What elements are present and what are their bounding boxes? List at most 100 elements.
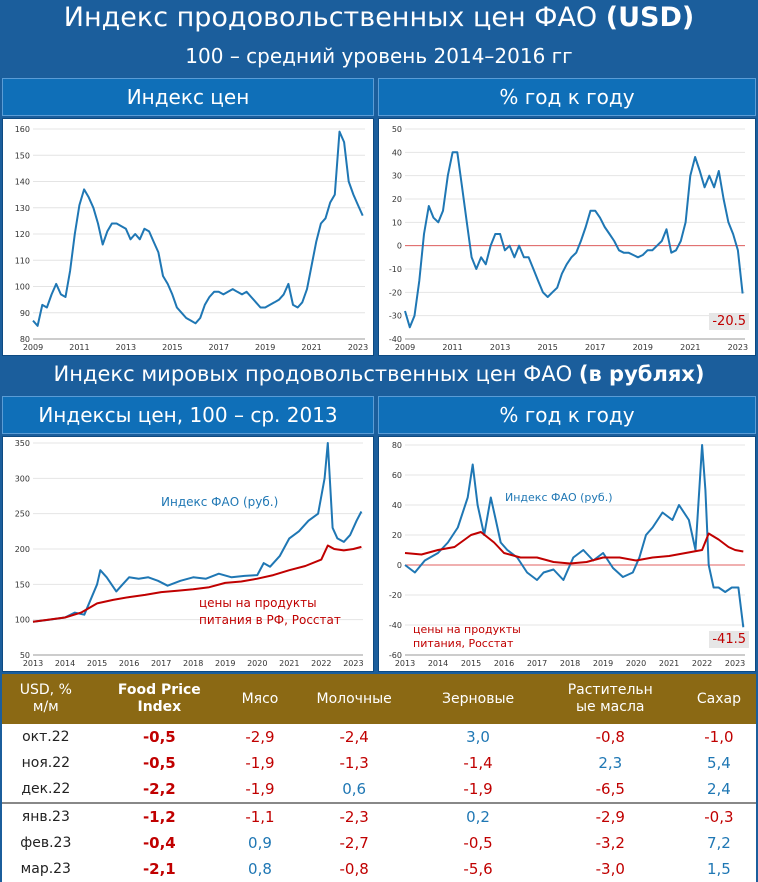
- food-price-index-cell: -0,4: [142, 834, 176, 852]
- month-cell: фев.23: [20, 835, 72, 851]
- food-price-index-cell: -2,1: [142, 860, 176, 878]
- y-tick-label: 200: [15, 545, 30, 554]
- section2-title-bold: (в рублях): [578, 362, 705, 386]
- x-tick-label: 2011: [442, 343, 462, 352]
- y-tick-label: 20: [392, 195, 402, 204]
- y-tick-label: 20: [392, 531, 402, 540]
- main-title-bold: (USD): [605, 2, 695, 33]
- value-cell: 5,4: [706, 754, 731, 772]
- y-tick-label: -40: [389, 335, 402, 344]
- table-header-cell: Зерновые: [417, 674, 539, 724]
- chart-price-index: 80 90 100 110 120 130 140 150 160 2009 2011 2013 201…: [15, 125, 368, 352]
- y-tick-label: 300: [15, 474, 30, 483]
- table-row: окт.22 -0,5 -2,9 -2,4 3,0 -0,8 -1,0: [2, 724, 756, 750]
- value-cell: -3,2: [595, 834, 625, 852]
- table-header-line: USD, %: [19, 682, 72, 698]
- value-cell: 3,0: [466, 728, 490, 746]
- y-tick-label: 80: [392, 441, 402, 450]
- value-cell: -2,4: [339, 728, 369, 746]
- table-header-line: Мясо: [241, 690, 279, 707]
- y-tick-label: -40: [389, 621, 402, 630]
- y-tick-label: 30: [392, 172, 402, 181]
- x-tick-label: 2021: [279, 659, 299, 668]
- x-tick-label: 2017: [527, 659, 547, 668]
- legend-food-rosstat-line1: цены на продукты: [413, 623, 521, 636]
- month-cell: окт.22: [22, 729, 70, 745]
- value-cell: 0,8: [248, 860, 272, 878]
- x-tick-label: 2019: [255, 343, 275, 352]
- x-tick-label: 2018: [183, 659, 203, 668]
- y-tick-label: 50: [20, 651, 30, 660]
- y-tick-label: 130: [15, 204, 30, 213]
- section2-title: Индекс мировых продовольственных цен ФАО…: [0, 362, 758, 386]
- y-tick-label: 10: [392, 218, 402, 227]
- legend-food-rf-line1: цены на продукты: [199, 596, 317, 610]
- x-tick-label: 2013: [23, 659, 43, 668]
- value-cell: -1,9: [245, 754, 275, 772]
- x-tick-label: 2023: [348, 343, 368, 352]
- table-row: фев.23 -0,4 0,9 -2,7 -0,5 -3,2 7,2: [2, 830, 756, 856]
- subtitle: 100 – средний уровень 2014–2016 гг: [185, 44, 573, 68]
- table-header-line: Зерновые: [442, 690, 515, 707]
- x-tick-label: 2011: [69, 343, 89, 352]
- x-tick-label: 2013: [490, 343, 510, 352]
- header-yoy-usd: % год к году: [378, 78, 756, 116]
- value-cell: -1,3: [339, 754, 369, 772]
- value-cell: -2,9: [245, 728, 275, 746]
- x-tick-label: 2023: [343, 659, 363, 668]
- y-tick-label: 90: [20, 309, 30, 318]
- x-tick-label: 2016: [119, 659, 139, 668]
- value-cell: -1,9: [463, 780, 493, 798]
- x-tick-label: 2017: [209, 343, 229, 352]
- food-price-index-cell: -2,2: [142, 780, 176, 798]
- x-tick-label: 2013: [395, 659, 415, 668]
- table-header-cell: USD, % м/м: [2, 674, 90, 724]
- y-tick-label: -20: [389, 591, 402, 600]
- table-row: ноя.22 -0,5 -1,9 -1,3 -1,4 2,3 5,4: [2, 750, 756, 776]
- series-line-1: [32, 442, 363, 623]
- y-tick-label: 350: [15, 439, 30, 448]
- legend-food-rf: цены на продукты питания в РФ, Росстат: [199, 595, 341, 629]
- month-cell: янв.23: [2, 802, 90, 830]
- chart-panel-price-index: 80 90 100 110 120 130 140 150 160 2009 2011 2013 201…: [2, 118, 374, 356]
- y-tick-label: 100: [15, 616, 30, 625]
- y-tick-label: -30: [389, 312, 402, 321]
- table-header-row: USD, % м/м Food Price Index Мясо Молочные Зерн…: [2, 674, 756, 724]
- x-tick-label: 2009: [23, 343, 43, 352]
- food-price-index-cell: -0,5: [142, 728, 176, 746]
- x-tick-label: 2021: [301, 343, 321, 352]
- y-tick-label: 40: [392, 148, 402, 157]
- header-price-index: Индекс цен: [2, 78, 374, 116]
- y-tick-label: 40: [392, 501, 402, 510]
- table-header-line: Растительн: [567, 682, 653, 698]
- x-tick-label: 2020: [626, 659, 646, 668]
- x-tick-label: 2023: [728, 343, 748, 352]
- x-tick-label: 2015: [537, 343, 557, 352]
- x-tick-label: 2021: [680, 343, 700, 352]
- x-tick-label: 2017: [151, 659, 171, 668]
- x-tick-label: 2018: [560, 659, 580, 668]
- series-line-1: [404, 444, 745, 628]
- series-line-1: [404, 151, 744, 329]
- value-cell: 0,2: [417, 802, 539, 830]
- y-tick-label: 250: [15, 510, 30, 519]
- main-title-text: Индекс продовольственных цен ФАО: [63, 2, 598, 33]
- y-tick-label: 60: [392, 471, 402, 480]
- value-cell: 7,2: [706, 834, 731, 852]
- table-header-line: м/м: [32, 699, 59, 715]
- value-cell: 2,3: [598, 754, 623, 772]
- x-tick-label: 2009: [395, 343, 415, 352]
- table-body: окт.22 -0,5 -2,9 -2,4 3,0 -0,8 -1,0 ноя.22 -0,5 -…: [2, 724, 756, 882]
- series-line-1: [32, 130, 364, 327]
- end-label-usd: -20.5: [709, 313, 749, 330]
- value-cell: -0,8: [595, 728, 625, 746]
- table-header-line: Молочные: [316, 690, 392, 707]
- food-price-index-cell: -0,5: [142, 754, 176, 772]
- y-tick-label: 110: [15, 256, 30, 265]
- value-cell: -1,4: [463, 754, 493, 772]
- chart-indices-rub: 50 100 150 200 250 300 350 2013 2014 2015 2016 2017…: [15, 439, 364, 668]
- legend-food-rosstat: цены на продукты питания, Росстат: [413, 623, 521, 651]
- header-indices-rub: Индексы цен, 100 – ср. 2013: [2, 396, 374, 434]
- value-cell: -1,1: [229, 802, 291, 830]
- x-tick-label: 2019: [593, 659, 613, 668]
